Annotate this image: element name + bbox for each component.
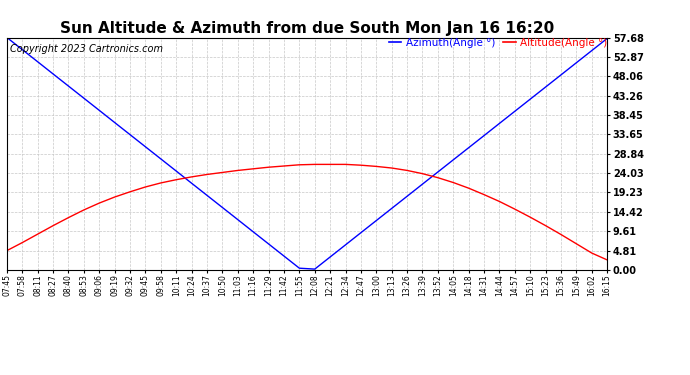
Title: Sun Altitude & Azimuth from due South Mon Jan 16 16:20: Sun Altitude & Azimuth from due South Mo… [60,21,554,36]
Legend: Azimuth(Angle °), Altitude(Angle °): Azimuth(Angle °), Altitude(Angle °) [389,38,607,48]
Text: Copyright 2023 Cartronics.com: Copyright 2023 Cartronics.com [10,45,163,54]
